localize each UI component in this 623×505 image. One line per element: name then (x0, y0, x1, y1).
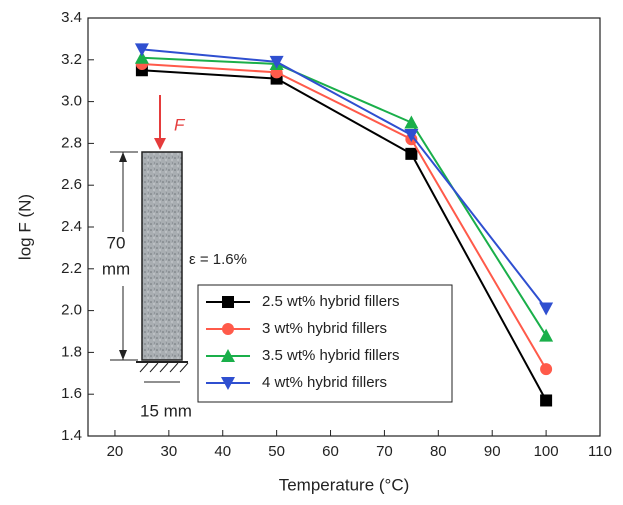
height-label: 70 (107, 233, 126, 252)
x-tick-label: 40 (214, 443, 231, 460)
y-axis-label: log F (N) (15, 194, 34, 260)
series-line (141, 56, 547, 337)
x-tick-label: 50 (268, 443, 285, 460)
series-line (141, 69, 547, 401)
y-tick-label: 1.4 (61, 427, 82, 444)
marker (539, 302, 554, 316)
y-tick-label: 2.2 (61, 260, 82, 277)
x-tick-label: 90 (484, 443, 501, 460)
x-tick-label: 100 (534, 443, 559, 460)
marker (269, 55, 284, 69)
legend-label: 3 wt% hybrid fillers (262, 320, 387, 337)
x-tick-label: 20 (107, 443, 124, 460)
marker (222, 323, 234, 335)
force-label: F (174, 115, 186, 134)
y-tick-label: 3.2 (61, 51, 82, 68)
x-tick-label: 70 (376, 443, 393, 460)
marker (221, 377, 235, 390)
y-tick-label: 1.8 (61, 343, 82, 360)
specimen (141, 151, 183, 361)
marker (134, 43, 149, 57)
dim-arrowhead (119, 350, 127, 360)
y-tick-label: 2.8 (61, 134, 82, 151)
width-label: 15 mm (140, 401, 192, 420)
marker (540, 394, 553, 407)
legend-label: 3.5 wt% hybrid fillers (262, 347, 400, 364)
x-tick-label: 60 (322, 443, 339, 460)
x-tick-label: 80 (430, 443, 447, 460)
y-tick-label: 2.6 (61, 176, 82, 193)
series-line (141, 48, 547, 310)
marker (404, 129, 419, 143)
y-tick-label: 3.0 (61, 93, 82, 110)
marker (539, 328, 554, 342)
specimen-diagram: F 70 mm ε = 1.6% 15 mm (102, 95, 247, 420)
x-axis-label: Temperature (°C) (279, 475, 410, 494)
y-tick-label: 3.4 (61, 9, 82, 26)
marker (134, 50, 149, 64)
y-tick-label: 2.0 (61, 302, 82, 319)
strain-label: ε = 1.6% (189, 251, 247, 268)
legend-label: 4 wt% hybrid fillers (262, 374, 387, 391)
force-arrowhead (154, 138, 166, 150)
x-tick-label: 110 (588, 443, 612, 460)
x-tick-label: 30 (160, 443, 177, 460)
marker (405, 147, 418, 160)
series-line (141, 62, 547, 370)
height-unit: mm (102, 259, 130, 278)
y-tick-label: 1.6 (61, 385, 82, 402)
legend-label: 2.5 wt% hybrid fillers (262, 293, 400, 310)
y-tick-label: 2.4 (61, 218, 82, 235)
hatch (139, 362, 189, 373)
marker (540, 363, 553, 376)
marker (404, 115, 419, 129)
marker (221, 349, 235, 362)
marker (222, 296, 234, 308)
dim-arrowhead (119, 152, 127, 162)
